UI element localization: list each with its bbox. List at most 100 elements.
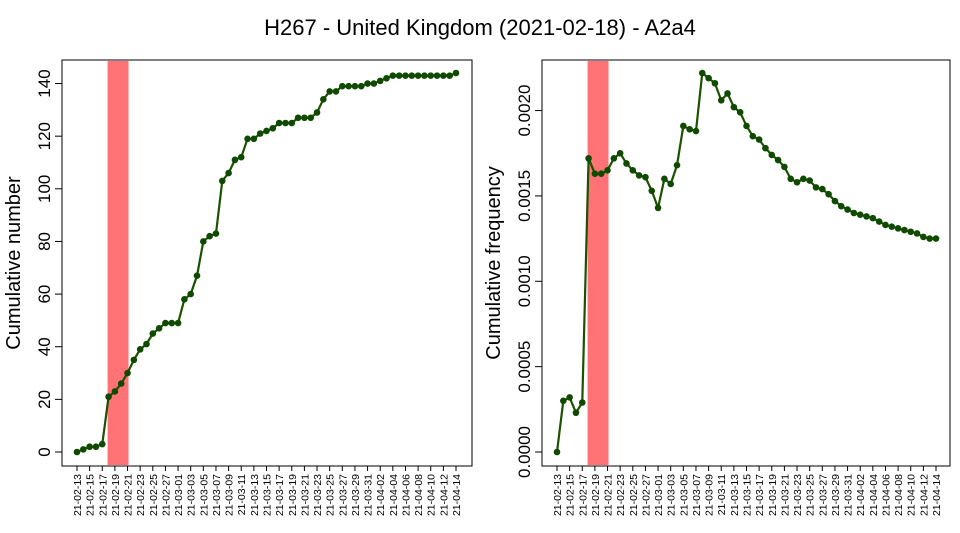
- data-point: [117, 380, 125, 387]
- data-point: [168, 319, 176, 327]
- data-point: [225, 169, 232, 177]
- data-point: [597, 170, 605, 178]
- data-point: [389, 72, 397, 79]
- x-tick-label: 21-03-11: [716, 474, 728, 515]
- data-point: [326, 88, 333, 95]
- data-point: [705, 74, 712, 82]
- y-tick-label: 0: [35, 447, 54, 456]
- data-point: [749, 132, 757, 140]
- data-point: [73, 448, 81, 456]
- data-point: [850, 209, 858, 217]
- data-point: [193, 272, 201, 279]
- data-point: [440, 72, 447, 79]
- x-tick-label: 21-02-17: [577, 474, 589, 516]
- data-point: [755, 136, 763, 143]
- data-point: [332, 88, 340, 95]
- x-tick-label: 21-03-27: [337, 474, 349, 516]
- x-tick-label: 21-04-02: [855, 474, 867, 516]
- data-point: [736, 108, 744, 116]
- x-tick-label: 21-03-05: [678, 474, 690, 516]
- y-tick-label: 0.0000: [515, 426, 534, 478]
- x-tick-label: 21-03-31: [843, 474, 855, 516]
- series-line: [555, 70, 936, 453]
- y-tick-label: 140: [35, 69, 54, 97]
- data-point: [819, 185, 826, 193]
- right-chart-panel: 0.0000 0.0005 0.0010 0.0015 0.0020 Cumulative…: [483, 59, 951, 516]
- x-tick-label: 21-02-25: [628, 474, 640, 516]
- data-point: [263, 127, 270, 135]
- data-point: [768, 151, 776, 159]
- left-chart-panel: 0 20 40 60 80 100 120 140 Cumulative number 21-02…: [3, 59, 473, 516]
- data-point: [585, 155, 592, 162]
- x-tick-label: 21-03-09: [704, 474, 716, 516]
- data-point: [623, 160, 630, 167]
- data-point: [844, 206, 851, 213]
- data-point: [155, 324, 163, 332]
- x-tick-label: 21-03-03: [186, 474, 198, 516]
- x-tick-label: 21-03-15: [262, 474, 274, 516]
- data-point: [787, 175, 795, 183]
- x-tick-label: 21-03-13: [249, 474, 261, 516]
- x-tick-label: 21-02-21: [123, 474, 135, 516]
- data-point: [913, 230, 921, 237]
- data-point: [402, 72, 409, 79]
- data-point: [812, 184, 820, 191]
- y-tick-label: 20: [35, 390, 54, 409]
- x-tick-label: 21-04-14: [931, 474, 943, 516]
- data-point: [692, 127, 700, 135]
- data-point: [256, 130, 264, 137]
- data-point: [130, 356, 138, 364]
- data-point: [408, 72, 416, 79]
- x-tick-label: 21-03-11: [236, 474, 248, 515]
- y-tick-label: 40: [35, 337, 54, 356]
- x-tick-label: 21-04-04: [388, 474, 400, 516]
- x-tick-label: 21-04-12: [918, 474, 930, 516]
- highlight-band: [107, 61, 129, 465]
- data-point: [800, 175, 807, 183]
- data-point: [907, 228, 915, 236]
- data-point: [724, 90, 731, 97]
- data-point: [781, 163, 788, 171]
- data-point: [610, 155, 618, 162]
- data-point: [894, 225, 902, 232]
- data-point: [762, 144, 769, 152]
- x-tick-label: 21-04-06: [880, 474, 892, 516]
- data-point: [376, 77, 384, 85]
- y-axis-label: Cumulative number: [3, 176, 25, 350]
- x-tick-label: 21-03-19: [287, 474, 299, 516]
- data-point: [313, 109, 321, 116]
- data-point: [717, 97, 725, 104]
- data-point: [307, 114, 315, 122]
- data-point: [181, 296, 188, 303]
- data-point: [136, 346, 144, 353]
- data-point: [743, 122, 750, 130]
- x-tick-label: 21-02-25: [148, 474, 160, 516]
- x-tick-label: 21-03-31: [363, 474, 375, 516]
- y-axis-label: Cumulative frequency: [483, 166, 505, 359]
- data-point: [698, 69, 706, 77]
- y-tick-label: 120: [35, 122, 54, 150]
- data-point: [339, 82, 346, 90]
- data-point: [282, 119, 289, 127]
- data-point: [920, 233, 927, 241]
- data-point: [162, 319, 169, 327]
- data-point: [869, 214, 877, 222]
- x-tick-label: 21-02-13: [552, 474, 564, 516]
- data-point: [446, 72, 453, 79]
- data-point: [452, 69, 460, 77]
- data-point: [414, 72, 422, 79]
- data-point: [320, 96, 327, 103]
- data-point: [383, 74, 390, 82]
- data-point: [616, 149, 624, 157]
- data-point: [86, 443, 93, 451]
- x-tick-label: 21-02-17: [97, 474, 109, 516]
- data-point: [711, 79, 719, 87]
- data-point: [673, 161, 681, 169]
- x-tick-label: 21-03-29: [830, 474, 842, 516]
- data-point: [825, 190, 832, 198]
- data-point: [351, 82, 359, 90]
- data-point: [111, 388, 119, 395]
- data-point: [200, 238, 207, 245]
- x-tick-label: 21-03-17: [274, 474, 286, 516]
